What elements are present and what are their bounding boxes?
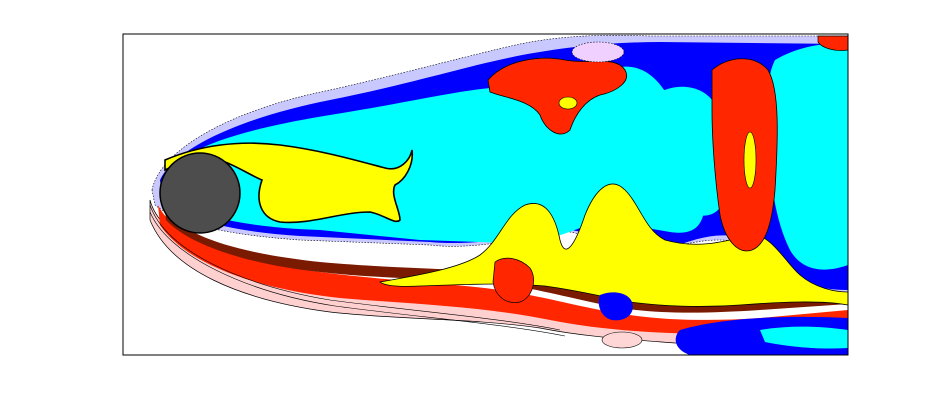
bottom-right-cyan <box>760 326 848 349</box>
right-red-core <box>743 131 757 189</box>
yellow-interior-blob <box>265 154 387 219</box>
top-light-eddy <box>571 41 625 63</box>
right-cyan-column <box>767 43 848 270</box>
upper-red-eddy <box>487 57 627 135</box>
lower-blue-patch <box>598 292 633 321</box>
bottom-light-eddy <box>601 331 643 349</box>
lower-red-eddy <box>492 257 534 303</box>
cylinder-obstacle <box>159 152 241 234</box>
plot-frame <box>122 33 849 356</box>
upper-yellow-core <box>558 96 578 110</box>
mid-cyan-column <box>655 86 727 216</box>
vorticity-field <box>149 34 848 355</box>
lower-contour-lines <box>149 204 566 337</box>
